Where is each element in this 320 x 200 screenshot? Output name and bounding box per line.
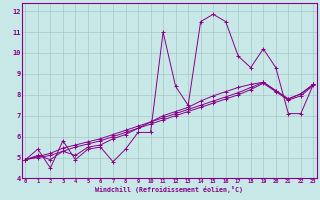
X-axis label: Windchill (Refroidissement éolien,°C): Windchill (Refroidissement éolien,°C) [95,186,243,193]
